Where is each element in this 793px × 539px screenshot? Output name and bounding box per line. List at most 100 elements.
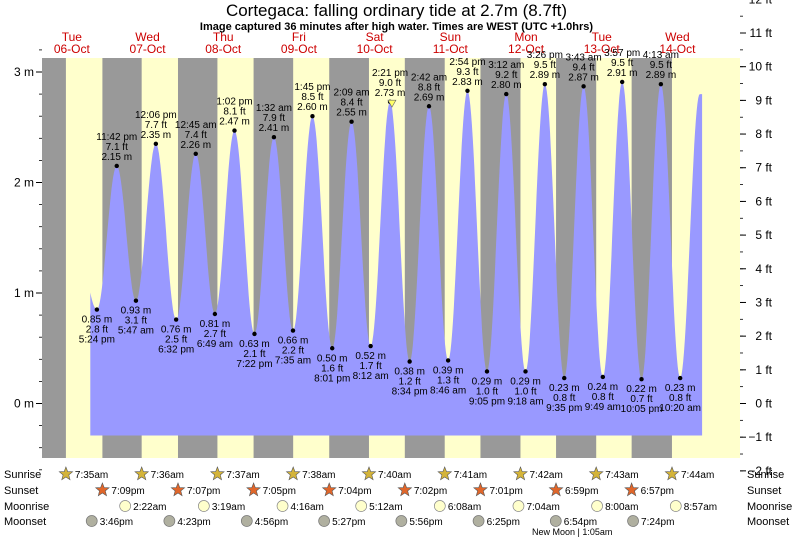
right-tick-label: 11 ft (750, 26, 773, 40)
chart-title: Cortegaca: falling ordinary tide at 2.7m… (225, 1, 568, 20)
high-tide-metres: 2.80 m (491, 80, 522, 91)
sunset-icon (624, 482, 640, 497)
moonset-icon (395, 515, 408, 527)
day-date: 14-Oct (659, 42, 696, 56)
low-tide-point (562, 375, 567, 381)
low-tide-time: 9:05 pm (469, 396, 505, 407)
tide-curve (90, 82, 703, 436)
low-tide-time: 7:22 pm (236, 359, 272, 370)
low-tide-metres: 0.39 m (433, 365, 464, 376)
high-tide-feet: 8.8 ft (418, 82, 440, 93)
sunset-time: 7:02pm (414, 486, 447, 497)
high-tide-point (465, 88, 470, 93)
low-tide-point (639, 376, 644, 382)
moonset-time: 6:25pm (487, 517, 520, 528)
sunrise-time: 7:36am (151, 470, 184, 481)
low-tide-feet: 2.8 ft (86, 325, 108, 336)
day-date: 11-Oct (433, 42, 469, 56)
high-tide-feet: 7.4 ft (185, 130, 207, 141)
day-weekday: Tue (62, 30, 83, 44)
high-tide-time: 3:12 am (488, 60, 524, 71)
high-tide-point (232, 128, 237, 133)
high-tide-time: 12:06 pm (135, 110, 177, 121)
low-tide-time: 8:12 am (353, 371, 389, 382)
right-tick-label: −2 ft (748, 464, 772, 478)
chart-subtitle: Image captured 36 minutes after high wat… (199, 21, 594, 33)
high-tide-time: 2:09 am (333, 88, 369, 99)
high-tide-feet: 8.5 ft (301, 92, 323, 103)
day-headers: Tue06-OctWed07-OctThu08-OctFri09-OctSat1… (54, 30, 696, 56)
low-tide-feet: 1.0 ft (514, 386, 536, 397)
low-tide-metres: 0.93 m (121, 306, 152, 317)
high-tide-point (271, 134, 277, 140)
astro-rows: Sunrise Sunrise Sunset Sunset Moonrise Moonri… (4, 466, 792, 537)
high-tide-point (310, 114, 315, 119)
moonrise-row-label-left: Moonrise (4, 501, 49, 513)
sunrise-icon (285, 466, 301, 481)
high-tide-point (581, 84, 586, 89)
low-tide-metres: 0.66 m (278, 336, 309, 347)
right-tick-label: 8 ft (755, 127, 772, 141)
low-tide-point (252, 331, 257, 337)
sunset-icon (548, 482, 564, 497)
low-tide-point (445, 358, 451, 363)
sunrise-time: 7:44am (681, 470, 714, 481)
moonrise-time: 8:00am (605, 502, 638, 513)
low-tide-point (173, 317, 179, 322)
high-tide-metres: 2.15 m (101, 152, 132, 163)
day-weekday: Tue (592, 30, 613, 44)
high-tide-feet: 7.7 ft (145, 120, 167, 131)
low-tide-point (290, 328, 296, 333)
sunrise-icon (512, 466, 528, 481)
low-tide-point (330, 346, 335, 351)
low-tide-feet: 0.7 ft (630, 394, 652, 405)
sunrise-icon (134, 466, 150, 481)
sunset-time: 7:07pm (187, 486, 220, 497)
low-tide-time: 10:05 pm (621, 404, 663, 415)
high-tide-metres: 2.35 m (141, 130, 172, 141)
moonrise-icon (512, 500, 525, 512)
sunset-icon (321, 482, 337, 497)
high-tide-metres: 2.73 m (375, 88, 406, 99)
left-tick-label: 0 m (14, 397, 34, 411)
sunset-icon (472, 482, 488, 497)
low-tide-metres: 0.22 m (626, 384, 657, 395)
low-tide-feet: 2.1 ft (243, 349, 265, 360)
low-tide-metres: 0.50 m (317, 353, 348, 364)
day-date: 12-Oct (508, 42, 545, 56)
moonset-icon (240, 515, 253, 527)
high-tide-time: 3:26 pm (527, 50, 563, 61)
right-tick-label: 4 ft (755, 262, 772, 276)
high-tide-feet: 8.4 ft (340, 98, 362, 109)
moonset-time: 5:27pm (332, 517, 365, 528)
low-tide-time: 5:47 am (118, 326, 154, 337)
low-tide-point (212, 311, 218, 317)
current-level-marker (387, 99, 397, 108)
right-tick-label: 2 ft (755, 329, 772, 343)
sunrise-icon (664, 466, 680, 481)
high-tide-point (114, 163, 119, 169)
sunrise-icon (209, 466, 225, 481)
high-tide-point (619, 79, 625, 85)
low-tide-time: 5:24 pm (79, 335, 115, 346)
sunrise-row-label-left: Sunrise (4, 469, 41, 481)
moonrise-icon (355, 500, 368, 512)
low-tide-feet: 0.8 ft (669, 393, 691, 404)
low-tide-feet: 0.8 ft (592, 392, 614, 403)
day-date: 13-Oct (584, 42, 621, 56)
sunset-icon (94, 482, 110, 497)
right-tick-label: 3 ft (755, 295, 772, 309)
high-tide-feet: 9.2 ft (495, 70, 517, 81)
moonrise-time: 7:04am (526, 502, 559, 513)
high-tide-time: 2:54 pm (449, 57, 485, 68)
moonset-icon (163, 515, 176, 527)
day-weekday: Sat (366, 30, 385, 44)
high-tide-feet: 9.3 ft (456, 67, 478, 78)
high-tide-feet: 9.0 ft (379, 78, 401, 89)
high-tide-feet: 9.5 ft (611, 58, 633, 69)
sunrise-time: 7:40am (378, 470, 411, 481)
left-tick-label: 1 m (14, 286, 34, 300)
high-tide-metres: 2.91 m (607, 68, 638, 79)
moonset-time: 4:56pm (255, 517, 288, 528)
moonrise-time: 8:57am (684, 502, 717, 513)
